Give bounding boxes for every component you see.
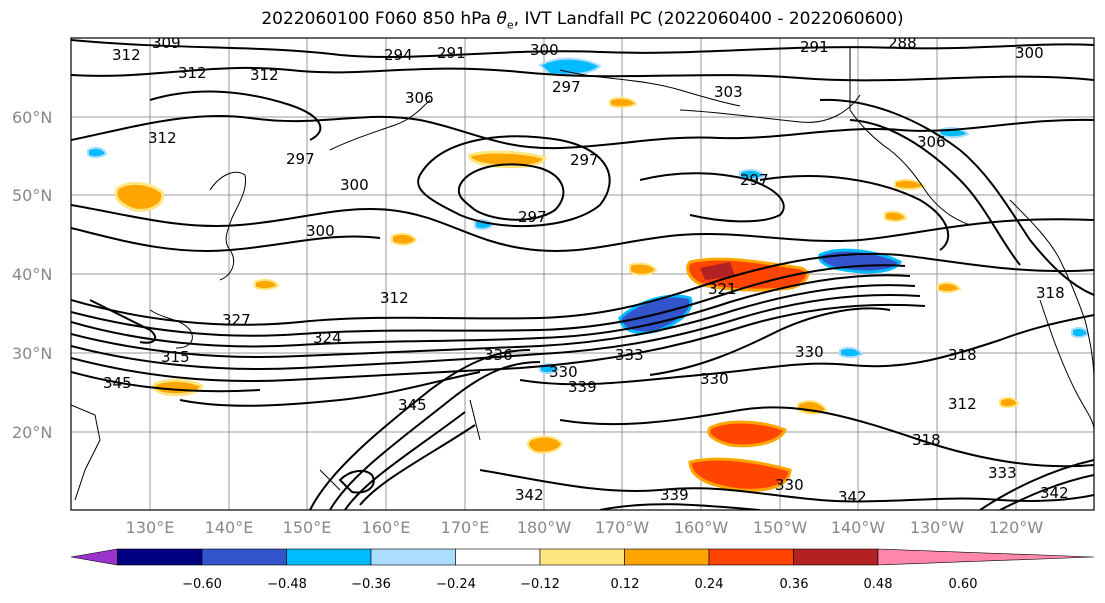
contour-label: 297	[286, 150, 315, 168]
lon-label: 140°W	[831, 518, 886, 537]
colorbar-tick-label: −0.60	[182, 577, 222, 592]
contour-label: 294	[384, 46, 413, 64]
contour-label: 297	[740, 171, 769, 189]
lat-label-60: 60°N	[12, 108, 52, 127]
contour-label: 300	[1015, 44, 1044, 62]
contour-label: 327	[222, 311, 251, 329]
colorbar-tick-label: 0.48	[864, 577, 893, 592]
contour-label: 324	[313, 329, 342, 347]
colorbar-ticks: −0.60 −0.48 −0.36 −0.24 −0.12 0.12 0.24 …	[182, 577, 977, 592]
contour-label: 297	[552, 78, 581, 96]
contour-label: 291	[800, 38, 829, 56]
colorbar-tick-label: 0.36	[780, 577, 809, 592]
lat-label-30: 30°N	[12, 344, 52, 363]
lat-label-50: 50°N	[12, 186, 52, 205]
contour-label: 312	[380, 289, 409, 307]
contour-label: 330	[549, 363, 578, 381]
colorbar: −0.60 −0.48 −0.36 −0.24 −0.12 0.12 0.24 …	[70, 548, 1095, 592]
contour-label: 333	[988, 464, 1017, 482]
contour-label: 345	[103, 374, 132, 392]
lon-label: 180°W	[517, 518, 572, 537]
lon-label: 130°E	[126, 518, 175, 537]
colorbar-tick-label: −0.12	[520, 577, 560, 592]
colorbar-segment	[455, 548, 541, 566]
contour-label: 306	[405, 89, 434, 107]
contour-label: 321	[708, 280, 737, 298]
colorbar-extend-min	[70, 548, 118, 566]
lon-label: 150°W	[753, 518, 808, 537]
contour-label: 315	[161, 348, 190, 366]
colorbar-tick-label: −0.36	[351, 577, 391, 592]
contour-label: 312	[250, 66, 279, 84]
ivt-shading	[87, 57, 1090, 492]
lat-label-40: 40°N	[12, 265, 52, 284]
contour-label: 300	[306, 222, 335, 240]
contour-label: 342	[515, 486, 544, 504]
latitude-labels: 60°N 50°N 40°N 30°N 20°N	[12, 108, 52, 442]
colorbar-segment	[539, 548, 625, 566]
colorbar-segment	[370, 548, 456, 566]
colorbar-tick-label: −0.24	[436, 577, 476, 592]
contour-label: 288	[888, 34, 917, 52]
colorbar-segment	[793, 548, 879, 566]
contour-label: 345	[398, 396, 427, 414]
colorbar-segments	[70, 548, 1095, 566]
contour-label: 312	[178, 64, 207, 82]
lon-label: 140°E	[205, 518, 254, 537]
lon-label: 170°W	[595, 518, 650, 537]
longitude-labels: 130°E 140°E 150°E 160°E 170°E 180°W 170°…	[126, 518, 1044, 537]
theta-e-contours	[71, 39, 1094, 510]
contour-label: 318	[912, 431, 941, 449]
colorbar-tick-label: −0.48	[267, 577, 307, 592]
lon-label: 170°E	[441, 518, 490, 537]
contour-label: 291	[437, 44, 466, 62]
contour-label: 297	[518, 208, 547, 226]
contour-labels: 309 312 312 312 294 291 300 297 306 303 …	[103, 34, 1069, 506]
colorbar-tick-label: 0.12	[611, 577, 640, 592]
colorbar-segment	[117, 548, 203, 566]
contour-label: 330	[775, 476, 804, 494]
lon-label: 160°W	[674, 518, 729, 537]
contour-label: 306	[917, 133, 946, 151]
contour-label: 297	[570, 151, 599, 169]
contour-label: 312	[948, 395, 977, 413]
colorbar-segment	[286, 548, 372, 566]
contour-label: 309	[152, 34, 181, 52]
contour-label: 330	[795, 343, 824, 361]
map-title: 2022060100 F060 850 hPa θe, IVT Landfall…	[261, 9, 904, 32]
lon-label: 120°W	[989, 518, 1044, 537]
contour-label: 300	[340, 176, 369, 194]
colorbar-segment	[624, 548, 710, 566]
colorbar-extend-max	[877, 548, 1095, 566]
contour-label: 318	[948, 346, 977, 364]
contour-label: 336	[484, 346, 513, 364]
contour-label: 342	[838, 488, 867, 506]
lon-label: 160°E	[362, 518, 411, 537]
colorbar-tick-label: 0.24	[695, 577, 724, 592]
contour-label: 303	[714, 83, 743, 101]
lat-label-20: 20°N	[12, 423, 52, 442]
contour-label: 312	[112, 46, 141, 64]
contour-label: 333	[615, 346, 644, 364]
colorbar-segment	[708, 548, 794, 566]
lon-label: 150°E	[283, 518, 332, 537]
coastlines	[71, 48, 1094, 501]
contour-label: 312	[148, 129, 177, 147]
contour-label: 339	[568, 378, 597, 396]
contour-label: 318	[1036, 284, 1065, 302]
map-panel: 309 312 312 312 294 291 300 297 306 303 …	[70, 34, 1095, 511]
contour-label: 342	[1040, 484, 1069, 502]
contour-label: 339	[660, 486, 689, 504]
contour-label: 330	[700, 370, 729, 388]
contour-label: 300	[530, 41, 559, 59]
lon-label: 130°W	[910, 518, 965, 537]
colorbar-segment	[201, 548, 287, 566]
colorbar-tick-label: 0.60	[949, 577, 978, 592]
